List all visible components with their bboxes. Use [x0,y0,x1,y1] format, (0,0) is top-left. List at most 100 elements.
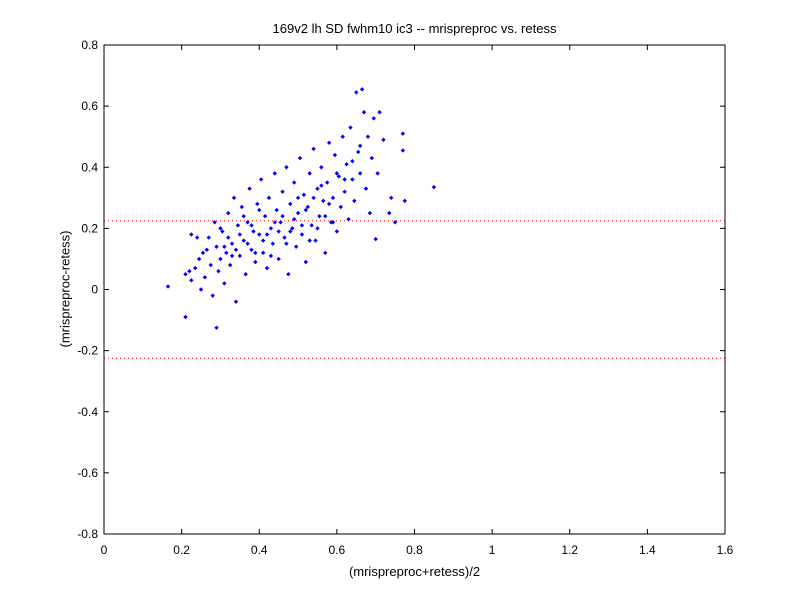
y-axis-label: (mrispreproc-retess) [57,230,73,348]
data-point-74 [323,250,328,256]
data-point-112 [226,235,231,240]
data-point-61 [297,155,303,161]
data-point-141 [307,238,312,243]
data-point-92 [357,171,363,176]
data-point-84 [342,189,347,194]
data-point-67 [309,223,314,228]
data-point-66 [307,171,312,176]
data-point-52 [280,189,285,194]
data-point-87 [348,125,353,130]
data-point-20 [218,256,223,262]
data-point-71 [317,213,322,219]
data-point-79 [332,152,338,158]
data-point-111 [218,226,223,231]
plot-frame [103,44,726,535]
data-point-97 [367,210,373,216]
data-point-48 [272,171,277,176]
data-point-55 [286,272,291,277]
data-point-105 [389,195,394,201]
data-point-14 [208,262,213,268]
data-point-93 [359,87,365,92]
y-tick-label-2: -0.4 [77,405,98,419]
data-point-1 [183,314,188,320]
data-point-113 [233,247,239,252]
data-point-98 [369,155,375,161]
data-point-140 [299,223,305,228]
x-tick-label-5: 1 [489,543,496,557]
data-point-142 [315,226,320,231]
data-point-81 [336,174,342,179]
data-point-54 [284,165,289,170]
data-point-63 [301,192,307,197]
data-point-68 [311,146,316,152]
data-point-28 [233,299,239,304]
x-axis-ticks: 0 0.2 0.4 0.6 0.8 1 1.2 1.4 1.6 [101,45,734,557]
data-point-86 [346,217,351,222]
data-point-102 [377,110,382,115]
data-point-83 [340,134,345,139]
data-point-49 [274,207,279,213]
data-point-78 [330,195,336,201]
y-tick-label-0: -0.8 [77,527,98,541]
data-point-73 [321,198,326,204]
data-point-117 [264,232,270,237]
data-point-137 [276,229,281,234]
data-point-22 [222,281,227,286]
data-point-91 [356,149,361,155]
y-tick-label-6: 0.4 [81,160,98,174]
data-point-15 [210,293,215,298]
x-tick-label-0: 0 [101,543,108,557]
data-point-8 [196,256,202,262]
data-point-101 [375,171,380,176]
data-point-99 [371,116,376,121]
y-tick-label-7: 0.6 [81,99,98,113]
data-point-127 [342,177,347,182]
data-point-75 [324,180,330,185]
data-point-126 [334,171,340,176]
data-point-26 [229,241,235,246]
data-point-110 [431,184,437,190]
data-point-121 [295,195,301,201]
data-point-45 [266,195,272,201]
data-point-132 [237,232,243,237]
data-point-133 [245,241,250,246]
data-point-134 [253,250,258,256]
data-point-109 [402,198,407,204]
data-point-120 [288,229,293,234]
data-point-4 [189,278,194,283]
data-point-42 [260,250,266,256]
data-point-6 [193,265,198,271]
data-point-12 [204,247,210,252]
data-point-106 [392,220,398,225]
data-point-36 [249,247,254,252]
x-tick-label-1: 0.2 [173,543,190,557]
data-point-41 [258,177,264,182]
data-point-39 [255,201,260,207]
data-point-143 [323,213,328,219]
data-point-57 [290,226,295,231]
y-tick-label-1: -0.6 [77,466,98,480]
data-point-19 [216,268,221,274]
y-tick-label-8: 0.8 [81,38,98,52]
data-point-50 [276,256,281,262]
y-axis-ticks: -0.8 -0.6 -0.4 -0.2 0 0.2 0.4 0.6 0.8 [77,38,725,541]
data-point-80 [334,229,340,234]
data-point-95 [363,186,369,191]
data-point-119 [280,213,285,219]
data-point-32 [241,238,246,243]
data-points [165,87,437,330]
data-point-11 [202,275,208,280]
x-tick-label-3: 0.6 [329,543,346,557]
data-point-76 [326,140,332,145]
data-point-108 [400,148,406,153]
data-point-100 [373,236,378,242]
data-point-59 [293,244,299,249]
data-point-10 [200,250,206,256]
x-tick-label-6: 1.2 [561,543,578,557]
data-point-51 [278,220,283,225]
data-point-122 [303,207,309,213]
data-point-72 [319,165,324,170]
data-point-7 [194,235,200,240]
data-point-65 [305,204,310,210]
